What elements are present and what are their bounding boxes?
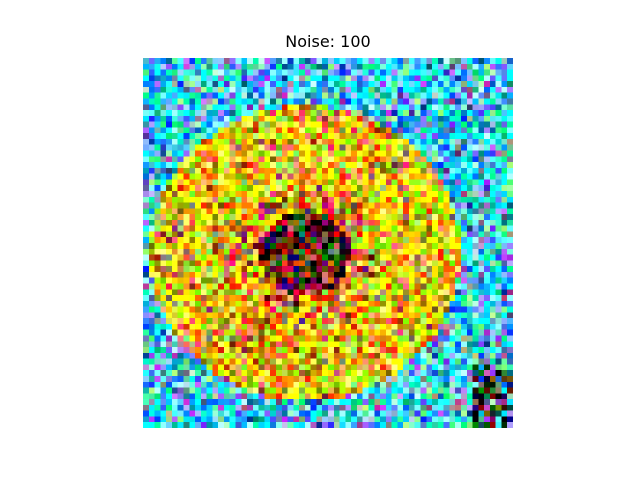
noisy-sunflower-image-frame [143, 58, 513, 428]
noisy-sunflower-image [143, 58, 513, 428]
figure-title: Noise: 100 [285, 32, 371, 51]
